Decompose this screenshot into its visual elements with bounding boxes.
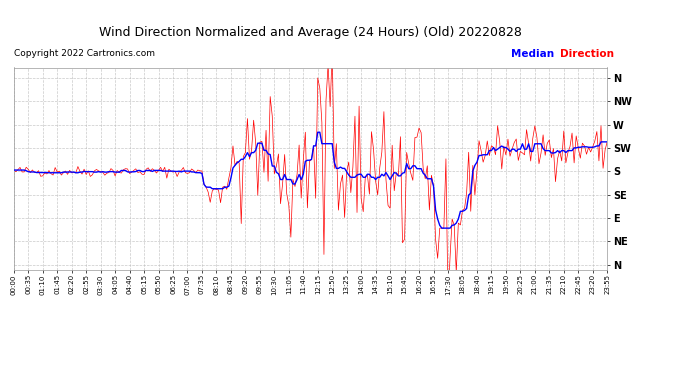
Text: Copyright 2022 Cartronics.com: Copyright 2022 Cartronics.com xyxy=(14,49,155,58)
Text: Wind Direction Normalized and Average (24 Hours) (Old) 20220828: Wind Direction Normalized and Average (2… xyxy=(99,26,522,39)
Text: Median: Median xyxy=(511,49,553,59)
Text: Direction: Direction xyxy=(560,49,614,59)
